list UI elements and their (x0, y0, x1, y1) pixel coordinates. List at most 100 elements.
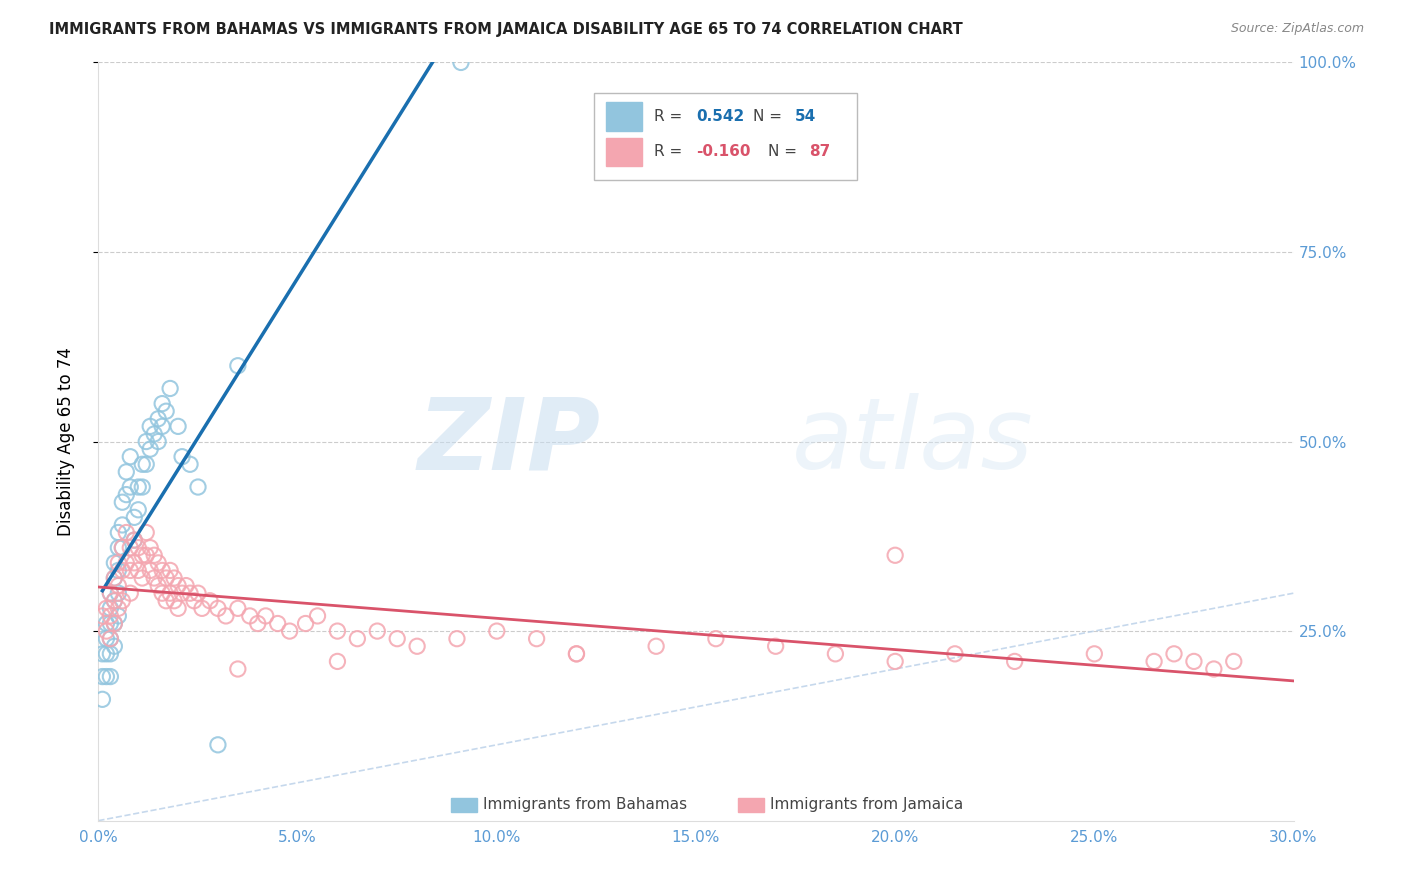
Point (155, 404, 177, 418)
Point (226, 601, 249, 615)
Point (98, 608, 122, 623)
Point (96, 647, 118, 661)
Point (150, 419, 173, 434)
Point (111, 541, 134, 555)
Point (226, 359, 249, 373)
Text: Source: ZipAtlas.com: Source: ZipAtlas.com (1230, 22, 1364, 36)
Point (148, 412, 170, 426)
Point (884, 548, 907, 563)
Point (143, 571, 166, 585)
Point (103, 594, 125, 608)
Bar (595, 93, 858, 180)
Text: 0.542: 0.542 (696, 109, 744, 124)
Point (98, 586, 122, 600)
Point (107, 541, 129, 555)
Bar (606, 137, 643, 166)
Bar (606, 102, 643, 130)
Text: Immigrants from Jamaica: Immigrants from Jamaica (770, 797, 963, 813)
Point (824, 647, 846, 661)
Point (446, 632, 468, 646)
Text: 54: 54 (796, 109, 817, 124)
Point (150, 586, 173, 600)
Point (406, 639, 429, 653)
Point (1163, 647, 1185, 661)
Point (96, 601, 118, 615)
Point (98, 632, 122, 646)
Point (107, 564, 129, 578)
Point (124, 510, 146, 524)
Point (704, 632, 727, 646)
Point (120, 564, 142, 578)
Point (131, 458, 153, 472)
Point (346, 632, 368, 646)
Bar (451, 798, 477, 812)
Point (91, 692, 114, 706)
Point (98, 616, 122, 631)
Point (107, 586, 129, 600)
Text: Immigrants from Bahamas: Immigrants from Bahamas (484, 797, 688, 813)
Point (98, 647, 122, 661)
Point (115, 556, 138, 570)
Point (120, 480, 142, 494)
Point (143, 548, 166, 563)
Point (139, 564, 162, 578)
Point (124, 533, 146, 548)
Point (172, 586, 194, 600)
Text: R =: R = (654, 145, 688, 160)
Bar (738, 798, 763, 812)
Point (239, 608, 262, 623)
Point (111, 495, 134, 509)
Point (1143, 655, 1166, 669)
Point (96, 624, 118, 639)
Point (226, 662, 249, 676)
Point (326, 655, 349, 669)
Point (107, 525, 129, 540)
Point (139, 442, 162, 457)
Point (278, 624, 301, 639)
Point (127, 503, 149, 517)
Point (179, 458, 201, 472)
Point (135, 434, 157, 449)
Point (120, 586, 142, 600)
Point (1004, 655, 1026, 669)
Point (167, 419, 190, 434)
Point (159, 586, 181, 600)
Text: atlas: atlas (792, 393, 1033, 490)
Point (91, 608, 114, 623)
Point (526, 632, 548, 646)
Text: -0.160: -0.160 (696, 145, 751, 160)
Point (103, 594, 125, 608)
Point (107, 601, 129, 615)
Point (139, 419, 162, 434)
Point (96, 632, 118, 646)
Point (163, 571, 186, 585)
Point (1223, 655, 1246, 669)
Point (450, 55, 472, 70)
Point (135, 525, 157, 540)
Point (150, 564, 173, 578)
Point (179, 586, 201, 600)
Text: R =: R = (654, 109, 688, 124)
Y-axis label: Disability Age 65 to 74: Disability Age 65 to 74 (56, 347, 75, 536)
Point (326, 624, 349, 639)
Point (198, 594, 221, 608)
Point (943, 647, 966, 661)
Point (103, 616, 125, 631)
Point (120, 541, 142, 555)
Point (1083, 647, 1105, 661)
Point (148, 579, 170, 593)
Point (131, 548, 153, 563)
Point (103, 616, 125, 631)
Point (884, 655, 907, 669)
Point (645, 639, 668, 653)
Point (187, 480, 209, 494)
Point (1182, 655, 1205, 669)
Point (127, 480, 149, 494)
Point (98, 632, 122, 646)
Point (167, 579, 190, 593)
Point (103, 556, 125, 570)
Point (124, 556, 146, 570)
Text: 87: 87 (810, 145, 831, 160)
Point (267, 616, 290, 631)
Point (98, 601, 122, 615)
